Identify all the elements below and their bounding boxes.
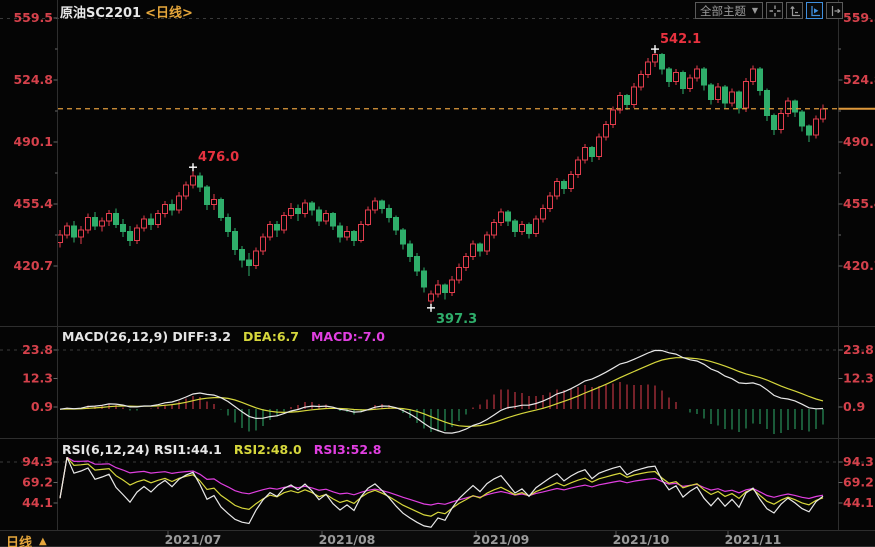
annotations-layer: 476.0 542.1 397.3: [189, 32, 701, 327]
axis-tick-label: 44.1: [843, 495, 874, 510]
axis-tick-label: 94.3: [843, 454, 874, 469]
axis-auto-fit-icon-button[interactable]: [806, 2, 823, 19]
date-tick-label: 2021/11: [725, 532, 782, 547]
theme-dropdown[interactable]: 全部主题 ▼: [695, 2, 763, 19]
date-axis: 2021/07 2021/08 2021/09 2021/10 2021/11: [165, 531, 782, 547]
macd-value-label: MACD:-7.0: [310, 329, 385, 344]
date-axis-bar: [0, 531, 875, 547]
crosshair-icon: [769, 5, 780, 16]
axis-tick-label: 490.1: [13, 134, 53, 149]
y-axis-auto-fit-icon: [810, 5, 820, 16]
period-tab-label: 日线: [6, 536, 33, 547]
axis-tick-label: 524.8: [843, 72, 875, 87]
y-axis-scale-icon: [789, 5, 800, 16]
rsi1-title-label: RSI(6,12,24) RSI1:44.1: [62, 442, 222, 457]
axis-tick-label: 44.1: [22, 495, 53, 510]
axis-tick-label: 23.8: [843, 342, 874, 357]
axis-tick-label: 524.8: [13, 72, 53, 87]
chevron-down-icon: ▼: [751, 6, 758, 15]
page-title: 原油SC2201: [60, 6, 142, 21]
axis-tick-label: 23.8: [22, 342, 53, 357]
axis-tick-label: 420.7: [13, 258, 53, 273]
rsi-layer: [59, 457, 824, 528]
axis-tick-label: 455.4: [13, 196, 53, 211]
date-tick-label: 2021/09: [473, 532, 530, 547]
candles-layer: [58, 49, 826, 308]
theme-dropdown-label: 全部主题: [700, 3, 746, 18]
macd-layer: [59, 349, 824, 434]
period-tag: <日线>: [145, 6, 193, 21]
axis-tick-label: 455.4: [843, 196, 875, 211]
dea-value-label: DEA:6.7: [243, 329, 299, 344]
date-tick-label: 2021/07: [165, 532, 222, 547]
price-annotation: 476.0: [198, 150, 239, 165]
axis-tick-label: 12.3: [22, 371, 53, 386]
price-annotation: 542.1: [660, 32, 701, 47]
axis-tick-label: 559.5: [13, 10, 53, 25]
axis-labels: 559.5 559.5 524.8 524.8 490.1 490.1 455.4 455.4…: [13, 10, 875, 510]
axis-tick-label: 12.3: [843, 371, 874, 386]
rsi2-value-label: RSI2:48.0: [233, 442, 302, 457]
axis-tick-label: 490.1: [843, 134, 875, 149]
price-annotation: 397.3: [436, 312, 477, 327]
rsi-indicator-labels: RSI(6,12,24) RSI1:44.1 RSI2:48.0 RSI3:52…: [62, 442, 382, 457]
axis-scale-icon-button[interactable]: [786, 2, 803, 19]
axis-tick-label: 94.3: [22, 454, 53, 469]
triangle-up-icon: ▲: [39, 536, 47, 547]
crosshair-icon-button[interactable]: [766, 2, 783, 19]
axis-shift-icon-button[interactable]: [826, 2, 843, 19]
axis-tick-label: 69.2: [22, 475, 53, 490]
axis-tick-label: 0.9: [31, 399, 53, 414]
axis-shift-right-icon: [831, 5, 840, 16]
macd-title-label: MACD(26,12,9) DIFF:3.2: [62, 329, 231, 344]
title-bar: 原油SC2201 <日线>: [60, 2, 193, 21]
period-tab-daily[interactable]: 日线 ▲: [6, 532, 47, 547]
macd-indicator-labels: MACD(26,12,9) DIFF:3.2 DEA:6.7 MACD:-7.0: [62, 329, 385, 344]
rsi3-value-label: RSI3:52.8: [313, 442, 382, 457]
axis-tick-label: 0.9: [843, 399, 865, 414]
axis-tick-label: 559.5: [843, 10, 875, 25]
chart-controls: 全部主题 ▼: [695, 2, 843, 19]
date-tick-label: 2021/08: [319, 532, 376, 547]
date-tick-label: 2021/10: [613, 532, 670, 547]
axis-tick-label: 69.2: [843, 475, 874, 490]
axis-tick-label: 420.7: [843, 258, 875, 273]
